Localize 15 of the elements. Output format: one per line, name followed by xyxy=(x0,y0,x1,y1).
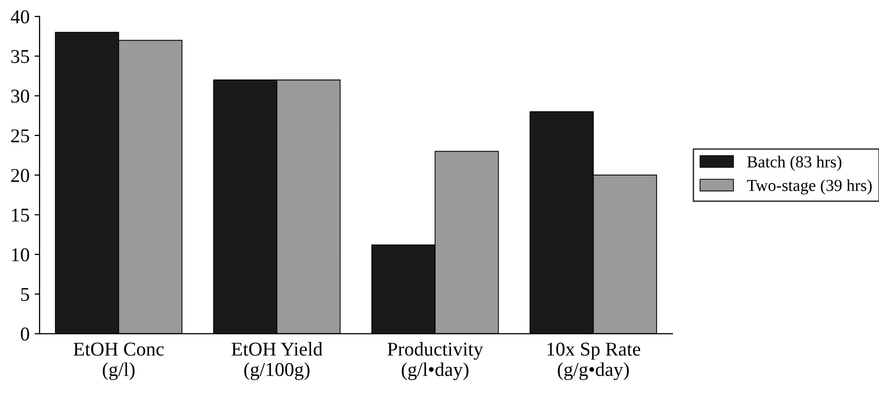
legend-label: Batch (83 hrs) xyxy=(747,156,842,171)
y-tick-label: 40 xyxy=(10,10,30,24)
y-tick-label: 10 xyxy=(12,248,30,262)
y-tick-label: 15 xyxy=(12,208,30,222)
x-tick-label: Productivity (g/l•day) xyxy=(388,342,484,380)
y-tick-label: 25 xyxy=(11,129,30,142)
y-tick-label: 30 xyxy=(11,90,30,103)
x-tick-label: EtOH Conc (g/l) xyxy=(74,342,164,380)
y-tick-label: 5 xyxy=(21,288,30,302)
y-tick-label: 0 xyxy=(20,328,30,341)
x-tick-label: 10x Sp Rate (g/g•day) xyxy=(548,342,640,380)
legend-label: Two-stage (39 hrs) xyxy=(747,179,872,195)
y-tick-label: 20 xyxy=(11,168,30,182)
x-tick-label: EtOH Yield (g/100g) xyxy=(232,342,322,380)
y-tick-label: 35 xyxy=(11,50,30,64)
